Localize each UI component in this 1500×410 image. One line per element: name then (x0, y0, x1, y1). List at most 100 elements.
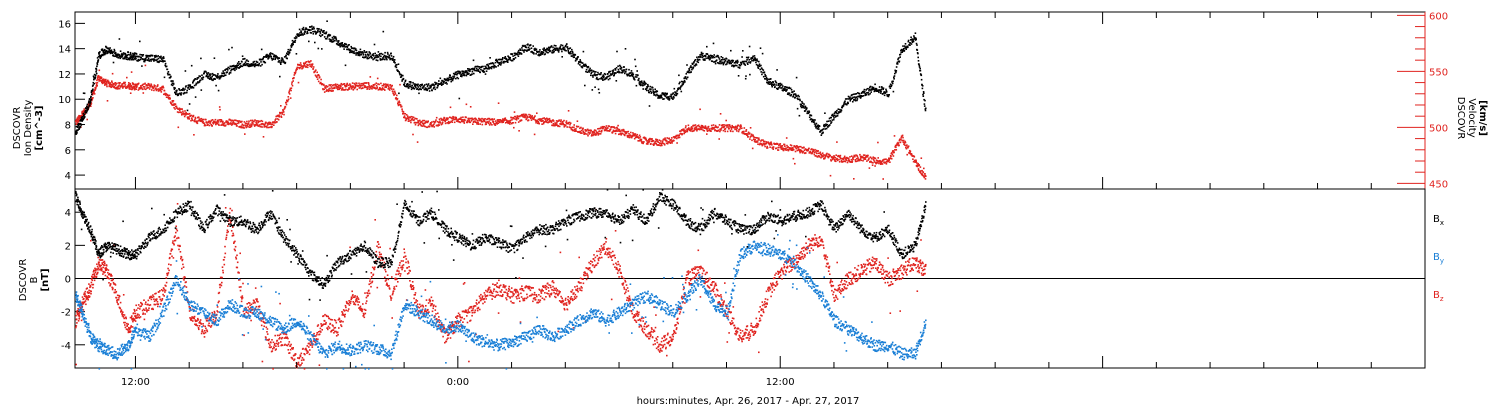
velocity-point (320, 78, 322, 81)
density-point (367, 57, 370, 60)
velocity-point (729, 126, 731, 128)
density-point (846, 98, 848, 100)
velocity-point (214, 122, 216, 124)
density-point (765, 78, 767, 80)
velocity-point (657, 141, 660, 144)
density-point (740, 63, 743, 66)
density-point (157, 55, 159, 57)
density-point (231, 46, 233, 49)
density-point (671, 97, 673, 100)
density-point (628, 68, 630, 71)
density-point (133, 57, 136, 59)
left-ytick-label: 6 (65, 146, 71, 157)
velocity-point (744, 133, 747, 135)
velocity-point (715, 126, 718, 128)
density-point (285, 54, 287, 57)
density-point (855, 96, 858, 98)
velocity-point (202, 120, 204, 123)
velocity-point (255, 121, 257, 124)
density-point (413, 88, 416, 90)
density-point (593, 71, 596, 73)
velocity-point (770, 141, 772, 143)
density-point (222, 72, 224, 75)
velocity-point (96, 77, 99, 80)
velocity-point (317, 80, 320, 83)
density-point (599, 78, 601, 80)
density-point (466, 70, 468, 72)
density-point (837, 112, 839, 115)
density-point (419, 88, 421, 90)
velocity-point (646, 140, 648, 142)
velocity-point (684, 129, 686, 132)
velocity-point (813, 150, 815, 152)
velocity-point (376, 77, 379, 80)
density-point (264, 61, 267, 64)
velocity-point (726, 130, 729, 133)
velocity-point (314, 70, 316, 73)
velocity-point (706, 130, 709, 132)
density-point (139, 53, 141, 56)
density-point (500, 61, 503, 63)
density-point (223, 74, 226, 77)
velocity-point (562, 120, 564, 123)
velocity-point (144, 82, 146, 85)
velocity-point (730, 128, 733, 130)
velocity-point (211, 119, 214, 121)
density-point (744, 77, 747, 80)
velocity-point (289, 87, 292, 90)
velocity-point (654, 142, 656, 145)
density-point (722, 58, 724, 61)
velocity-point (432, 120, 435, 123)
density-point (736, 59, 739, 62)
velocity-point (840, 160, 843, 162)
velocity-point (648, 141, 650, 143)
velocity-point (557, 125, 560, 127)
density-point (319, 32, 322, 34)
velocity-point (377, 83, 379, 85)
density-point (387, 53, 389, 55)
velocity-point (894, 144, 897, 147)
density-point (830, 116, 832, 119)
density-point (463, 74, 466, 76)
velocity-point (482, 120, 484, 123)
velocity-point (467, 117, 470, 120)
velocity-point (704, 126, 707, 128)
density-point (442, 81, 445, 84)
velocity-point (823, 154, 825, 156)
density-point (473, 72, 475, 75)
density-point (336, 40, 338, 42)
density-point (701, 56, 704, 59)
velocity-point (155, 87, 157, 90)
density-point (355, 54, 357, 56)
density-point (369, 51, 371, 54)
velocity-point (98, 76, 100, 78)
density-point (606, 77, 608, 79)
density-point (364, 56, 367, 59)
density-point (148, 60, 151, 62)
density-point (248, 64, 250, 67)
velocity-point (831, 156, 834, 159)
velocity-point (729, 124, 731, 127)
velocity-point (734, 128, 736, 131)
density-point (737, 61, 739, 63)
density-point (129, 51, 132, 54)
velocity-point (673, 139, 675, 142)
velocity-point (783, 147, 785, 150)
velocity-point (323, 88, 326, 91)
velocity-point (617, 124, 619, 127)
density-point (76, 132, 78, 134)
velocity-point (782, 149, 785, 152)
density-point (666, 92, 668, 95)
velocity-point (443, 118, 445, 120)
density-point (637, 79, 640, 82)
density-point (600, 72, 602, 74)
density-point (329, 38, 332, 41)
velocity-point (449, 106, 452, 109)
velocity-point (743, 127, 746, 129)
velocity-point (754, 139, 756, 141)
velocity-point (763, 143, 766, 146)
density-point (446, 83, 448, 85)
density-point (97, 59, 100, 61)
velocity-point (606, 130, 608, 132)
velocity-point (785, 149, 788, 151)
